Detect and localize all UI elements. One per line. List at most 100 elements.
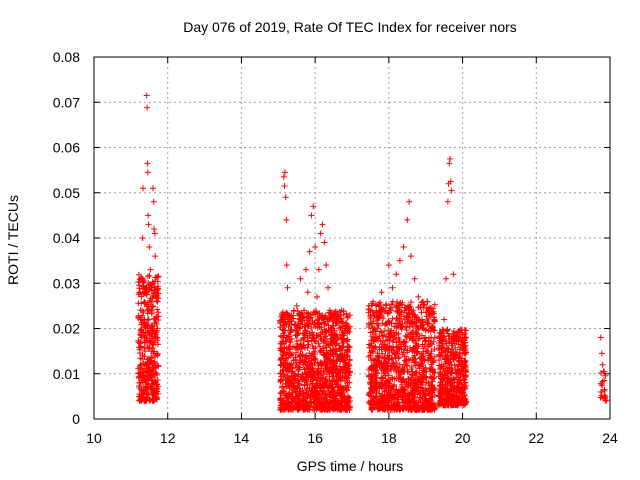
data-point [379,364,386,371]
data-point [452,344,459,351]
data-point [154,285,161,292]
data-point [451,355,458,362]
data-point [597,388,604,395]
data-point [325,369,332,376]
data-point [379,350,386,357]
data-point [344,346,351,353]
data-point [381,404,388,411]
data-point [289,351,296,358]
data-point [277,370,284,377]
data-point [329,405,336,412]
data-point [283,355,290,362]
data-point [417,403,424,410]
data-point [389,393,396,400]
data-point [449,383,456,390]
data-point [429,393,436,400]
data-point [442,348,449,355]
data-point [337,311,344,318]
data-point [406,311,413,318]
data-point [346,403,353,410]
data-point [280,387,287,394]
data-point [308,369,315,376]
x-axis-title: GPS time / hours [297,458,404,474]
data-point [452,399,459,406]
data-point [153,274,160,281]
data-point [419,316,426,323]
data-point [328,361,335,368]
data-point [144,273,151,280]
data-point [458,390,465,397]
data-point [415,293,422,300]
data-point [148,284,155,291]
data-point [141,348,148,355]
data-point [390,344,397,351]
data-point [396,257,403,264]
data-point [443,340,450,347]
data-point [451,388,458,395]
data-point [321,239,328,246]
data-point [277,362,284,369]
data-point [135,315,142,322]
data-point [135,271,142,278]
data-point [395,366,402,373]
data-point [425,320,432,327]
data-point [439,384,446,391]
data-point [312,323,319,330]
data-point [444,352,451,359]
data-point [442,381,449,388]
data-point [423,374,430,381]
data-point [380,355,387,362]
y-tick-label: 0.06 [53,140,80,156]
data-point [143,303,150,310]
data-point [395,354,402,361]
data-point [452,334,459,341]
data-point [151,358,158,365]
data-point [319,380,326,387]
data-point [304,321,311,328]
data-point [437,365,444,372]
data-point [390,359,397,366]
data-point [294,340,301,347]
data-point [383,363,390,370]
data-point [381,328,388,335]
data-point [437,389,444,396]
data-point [146,338,153,345]
data-point [313,368,320,375]
data-point [149,373,156,380]
data-point [305,341,312,348]
data-point [313,383,320,390]
data-point [430,314,437,321]
data-point [388,399,395,406]
data-point [450,271,457,278]
data-point [328,387,335,394]
data-point [414,361,421,368]
data-point [143,362,150,369]
data-point [309,318,316,325]
y-tick-label: 0.08 [53,49,80,65]
data-point [447,178,454,185]
data-point [333,319,340,326]
data-point [375,355,382,362]
data-point [341,397,348,404]
data-point [429,359,436,366]
data-point [143,289,150,296]
data-point [389,382,396,389]
data-point [323,262,330,269]
data-point [461,379,468,386]
data-point [138,386,145,393]
data-point [344,353,351,360]
data-point [147,339,154,346]
data-point [307,376,314,383]
data-point [399,364,406,371]
data-point [389,301,396,308]
data-point [297,318,304,325]
data-point [151,225,158,232]
data-point [426,352,433,359]
data-point [383,387,390,394]
data-point [145,212,152,219]
data-point [140,283,147,290]
data-point [149,397,156,404]
data-point [339,389,346,396]
data-point [414,350,421,357]
data-point [279,383,286,390]
